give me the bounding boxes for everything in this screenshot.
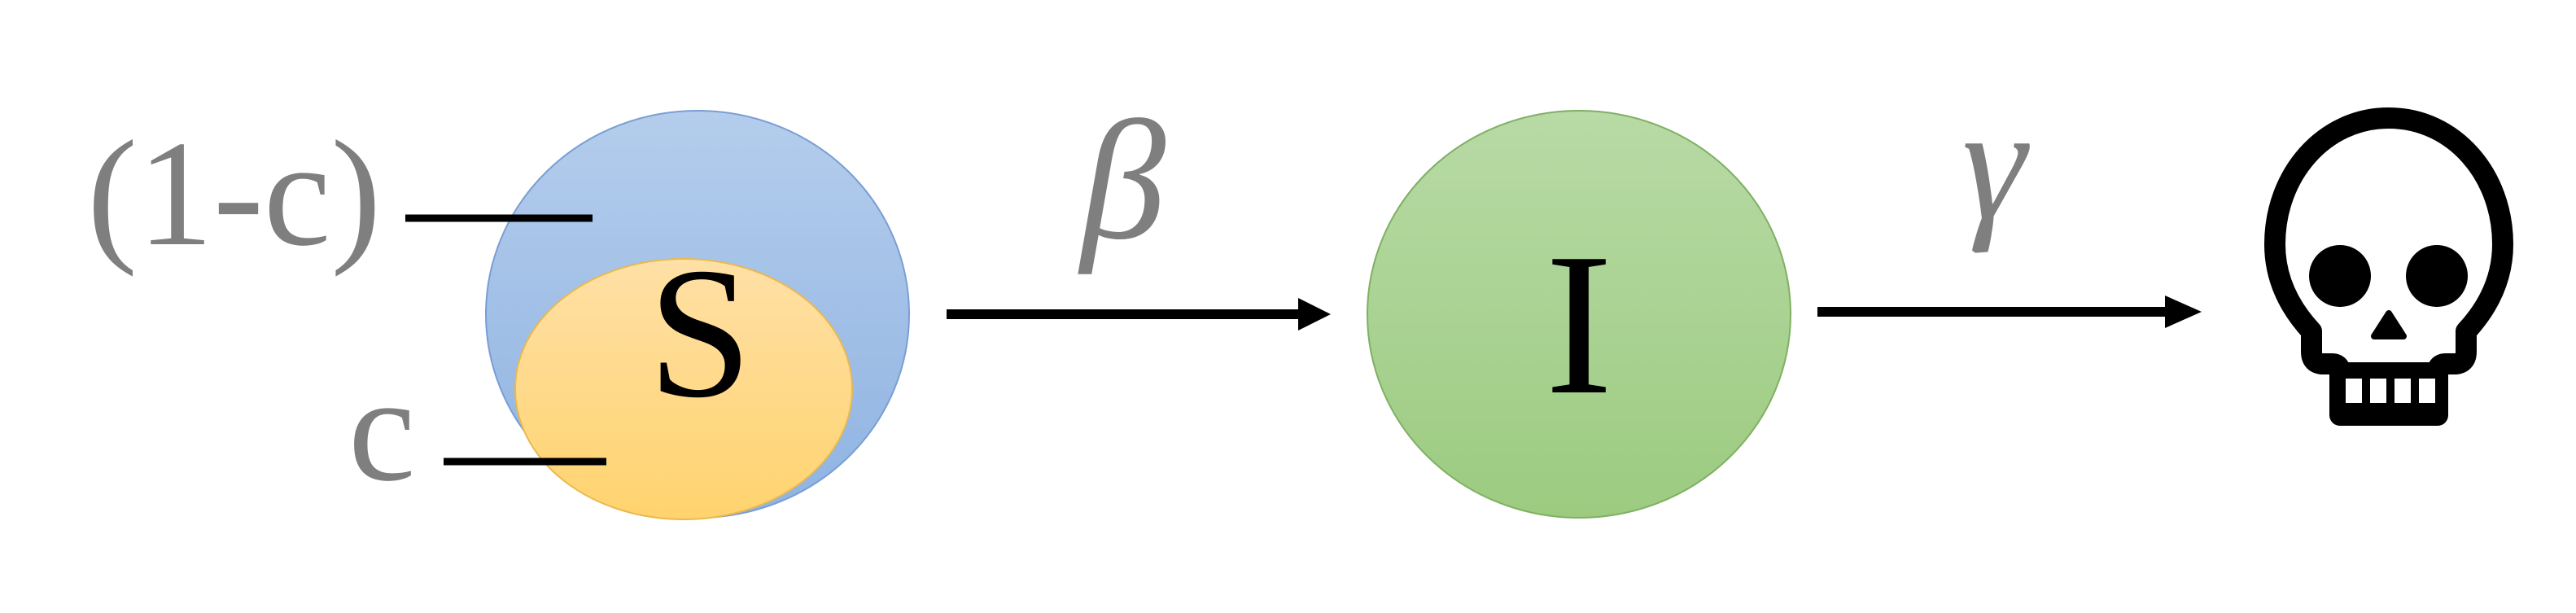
fraction-inner-label: c (348, 345, 416, 513)
rate-gamma-label: γ (1962, 74, 2031, 254)
infection-arrowhead (1298, 298, 1331, 331)
skull-left-eye (2309, 245, 2371, 307)
skull-right-eye (2406, 245, 2468, 307)
skull-tooth-2 (2370, 379, 2386, 403)
compartment-i-circle (1367, 110, 1791, 519)
skull-tooth-4 (2419, 379, 2435, 403)
rate-beta-label: β (1078, 86, 1166, 275)
removal-arrow (1817, 296, 2202, 328)
skull-icon (2264, 107, 2513, 426)
skull-tooth-3 (2394, 379, 2411, 403)
fraction-outer-label: (1-c) (87, 110, 381, 278)
removal-arrowhead (2165, 296, 2202, 328)
compartment-s: S (485, 110, 910, 520)
compartment-i: I (1367, 110, 1791, 519)
skull-jaw (2329, 362, 2448, 419)
infection-arrow (947, 298, 1331, 331)
skull-tooth-1 (2346, 379, 2362, 403)
compartment-s-label: S (648, 229, 752, 436)
skull-nose (2371, 310, 2407, 339)
compartment-s-inner-circle (514, 258, 853, 520)
compartment-i-label: I (1545, 212, 1612, 437)
